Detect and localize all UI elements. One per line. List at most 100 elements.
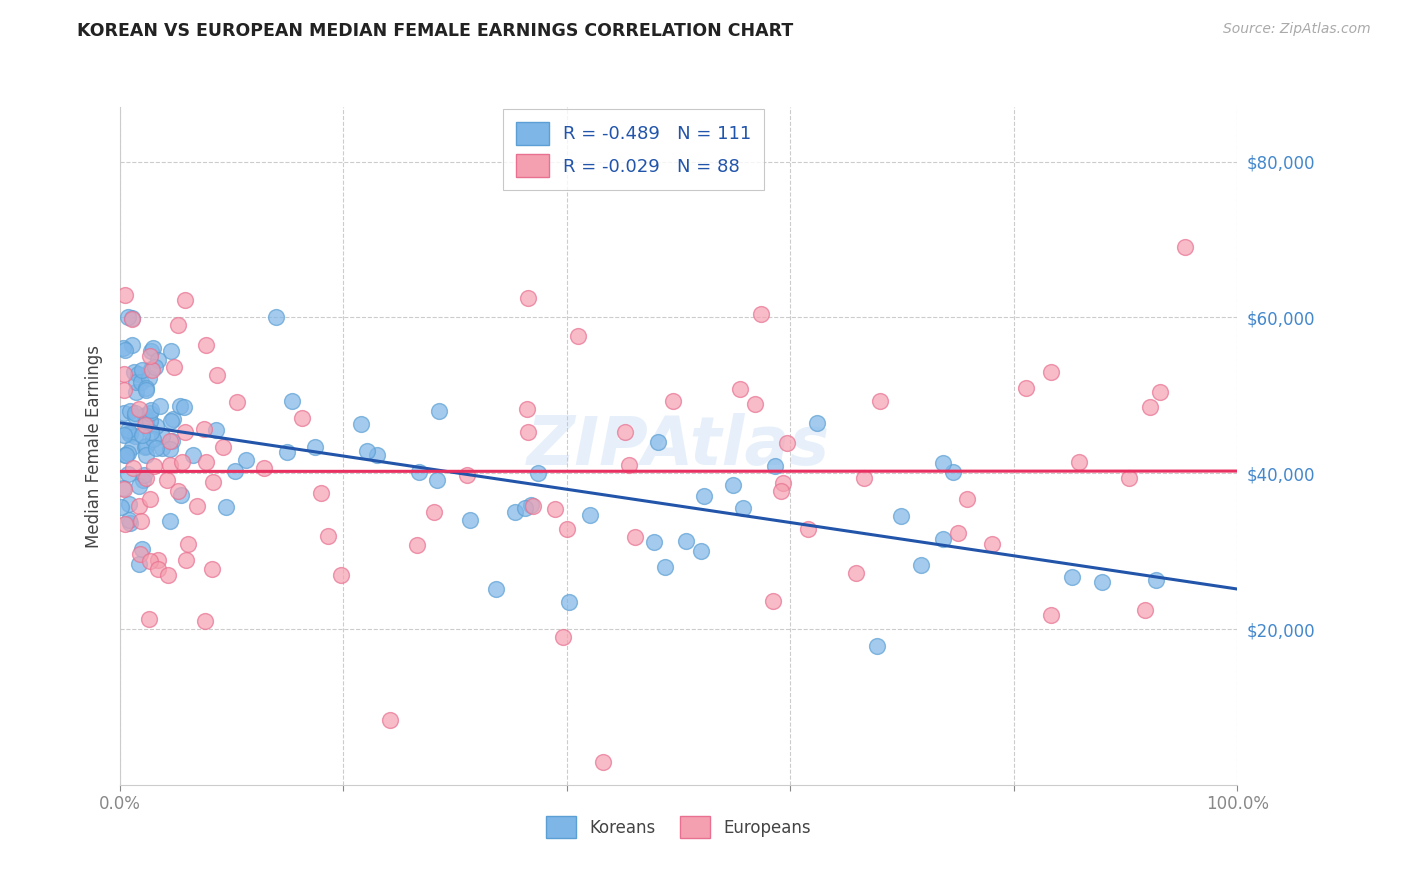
Point xyxy=(124,406,146,420)
Point xyxy=(408,465,430,479)
Point xyxy=(173,401,195,415)
Point xyxy=(226,394,249,409)
Point xyxy=(170,488,193,502)
Point xyxy=(129,514,152,528)
Point xyxy=(654,560,676,574)
Point xyxy=(162,412,184,426)
Point xyxy=(406,538,429,552)
Point xyxy=(796,522,818,536)
Point xyxy=(145,419,167,434)
Point xyxy=(890,508,912,523)
Point xyxy=(120,516,142,531)
Point xyxy=(769,484,792,499)
Point xyxy=(693,489,716,503)
Point xyxy=(159,458,181,472)
Point xyxy=(166,318,188,333)
Point xyxy=(139,554,162,568)
Point xyxy=(193,422,215,436)
Point xyxy=(118,403,141,417)
Point xyxy=(350,417,373,431)
Point xyxy=(579,508,602,522)
Point xyxy=(118,426,141,441)
Y-axis label: Median Female Earnings: Median Female Earnings xyxy=(84,344,103,548)
Point xyxy=(169,399,191,413)
Point xyxy=(485,582,508,597)
Point xyxy=(135,448,157,462)
Point xyxy=(1015,380,1038,394)
Point xyxy=(253,461,276,475)
Point xyxy=(124,429,146,443)
Point xyxy=(129,548,152,562)
Point xyxy=(139,492,162,507)
Point xyxy=(127,368,149,382)
Point xyxy=(112,406,135,420)
Text: KOREAN VS EUROPEAN MEDIAN FEMALE EARNINGS CORRELATION CHART: KOREAN VS EUROPEAN MEDIAN FEMALE EARNING… xyxy=(77,22,793,40)
Text: ZIPAtlas: ZIPAtlas xyxy=(527,413,830,479)
Point xyxy=(128,479,150,493)
Point xyxy=(749,307,772,321)
Point xyxy=(138,612,160,626)
Point xyxy=(1146,573,1168,587)
Point xyxy=(1118,471,1140,485)
Point xyxy=(204,423,226,437)
Point xyxy=(134,408,156,422)
Point xyxy=(159,414,181,428)
Point xyxy=(143,459,166,474)
Point xyxy=(131,541,153,556)
Point xyxy=(526,467,548,481)
Point xyxy=(910,558,932,573)
Point xyxy=(309,486,332,500)
Point xyxy=(425,474,447,488)
Text: Source: ZipAtlas.com: Source: ZipAtlas.com xyxy=(1223,22,1371,37)
Point xyxy=(721,478,744,492)
Point xyxy=(131,427,153,442)
Point xyxy=(112,428,135,442)
Point xyxy=(134,409,156,423)
Point xyxy=(1174,240,1197,254)
Point xyxy=(134,417,156,432)
Point xyxy=(1067,455,1090,469)
Point xyxy=(118,427,141,442)
Point xyxy=(1149,384,1171,399)
Point xyxy=(145,359,167,374)
Point xyxy=(117,310,139,325)
Point xyxy=(124,409,146,423)
Point xyxy=(690,544,713,558)
Point xyxy=(121,440,143,454)
Point xyxy=(150,429,173,443)
Point xyxy=(139,362,162,376)
Point xyxy=(522,499,544,513)
Point xyxy=(318,528,340,542)
Point xyxy=(378,714,401,728)
Point xyxy=(142,341,165,355)
Point xyxy=(932,533,955,547)
Point xyxy=(733,501,755,516)
Point xyxy=(146,561,169,575)
Point xyxy=(942,465,965,479)
Point xyxy=(121,338,143,352)
Point xyxy=(366,448,388,462)
Point xyxy=(205,368,228,382)
Point xyxy=(845,566,868,581)
Point xyxy=(330,568,353,582)
Point xyxy=(170,455,193,469)
Point xyxy=(160,344,183,359)
Point xyxy=(619,458,641,472)
Point xyxy=(956,491,979,506)
Point xyxy=(156,568,179,582)
Point xyxy=(112,383,135,397)
Point xyxy=(118,513,141,527)
Point xyxy=(981,536,1004,550)
Point xyxy=(135,415,157,429)
Point xyxy=(163,359,186,374)
Point xyxy=(772,475,794,490)
Point xyxy=(515,500,537,515)
Point xyxy=(744,396,766,410)
Point xyxy=(194,338,217,352)
Point xyxy=(224,464,246,478)
Point xyxy=(142,432,165,446)
Point xyxy=(853,471,876,485)
Point xyxy=(128,499,150,513)
Point xyxy=(156,473,179,487)
Point xyxy=(138,407,160,421)
